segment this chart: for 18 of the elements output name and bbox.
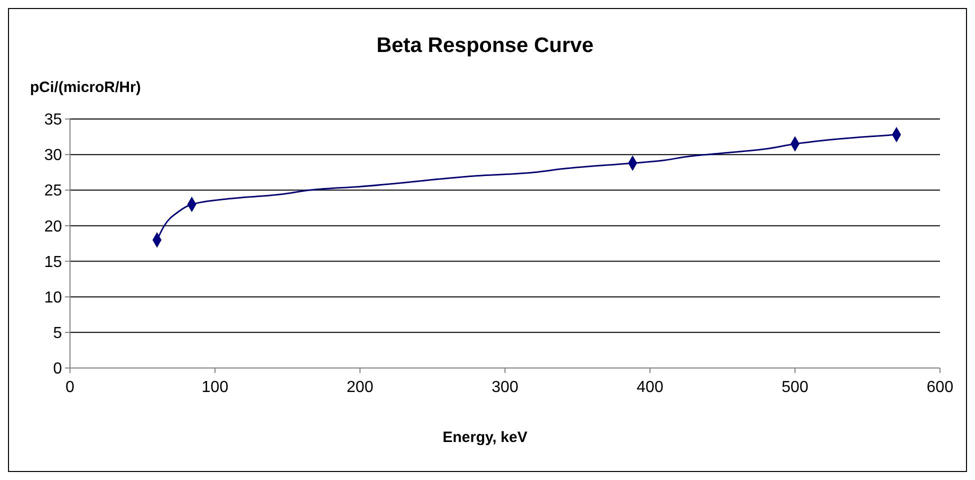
y-tick-label: 20 [44, 218, 62, 236]
y-tick-label: 30 [44, 147, 62, 164]
x-tick-label: 0 [66, 379, 75, 396]
y-tick-label: 35 [44, 112, 62, 129]
x-tick-label: 300 [492, 379, 518, 396]
x-tick-label: 600 [926, 379, 954, 396]
x-tick-label: 200 [346, 379, 374, 396]
x-axis-title: Energy, keV [442, 429, 528, 446]
y-axis-title: pCi/(microR/Hr) [30, 79, 141, 96]
y-tick-label: 5 [53, 325, 62, 342]
chart-title: Beta Response Curve [376, 34, 594, 57]
y-tick-label: 25 [44, 182, 62, 200]
x-tick-label: 400 [636, 379, 664, 396]
y-tick-label: 15 [44, 254, 62, 271]
y-tick-label: 10 [44, 289, 62, 306]
x-tick-label: 100 [202, 379, 228, 396]
x-tick-label: 500 [782, 379, 808, 396]
y-tick-label: 0 [53, 360, 62, 378]
